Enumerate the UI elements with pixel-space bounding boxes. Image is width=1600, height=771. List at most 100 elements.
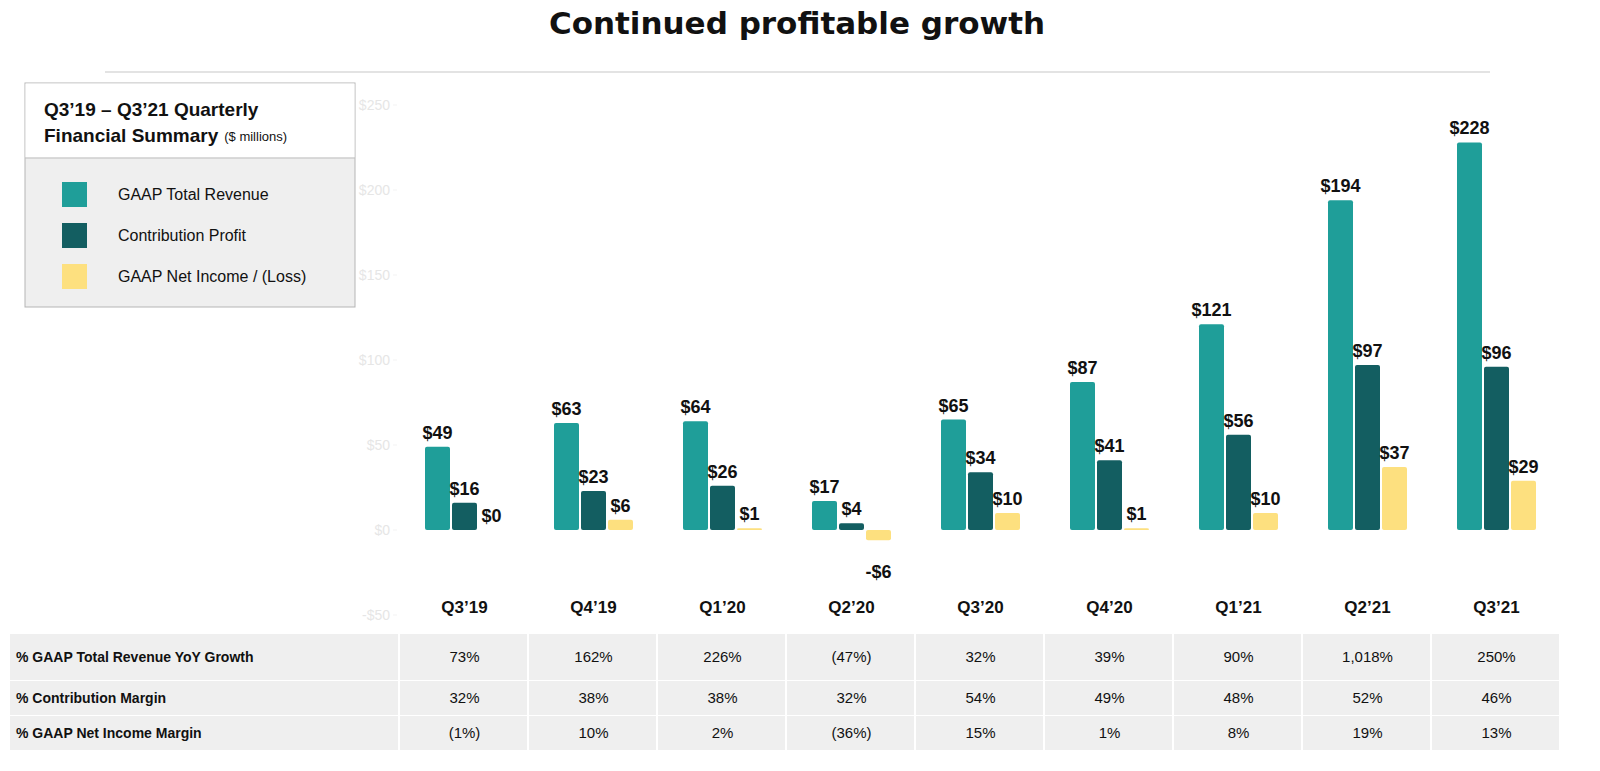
table-cell-bg [529,716,656,750]
table-cell: (36%) [831,724,871,741]
table: % GAAP Total Revenue YoY Growth73%162%22… [10,634,1559,750]
y-tick-label: $0 [374,522,390,538]
legend-box [25,83,355,307]
table-cell: 32% [965,648,995,665]
table-cell: 73% [449,648,479,665]
y-tick-label: $100 [359,352,390,368]
table-cell-bg [916,681,1043,715]
table-cell: 13% [1481,724,1511,741]
y-tick [393,445,397,446]
data-label: $87 [1067,358,1097,378]
data-label: $26 [707,462,737,482]
table-row-label: % GAAP Net Income Margin [16,725,202,741]
table-cell-bg [1174,634,1301,680]
bar [812,501,837,530]
table-cell-bg [10,681,398,715]
y-tick-label: $250 [359,97,390,113]
table-cell: 39% [1094,648,1124,665]
bar [866,530,891,540]
bar [1253,513,1278,530]
bar [710,486,735,530]
data-label: $194 [1320,176,1360,196]
table-cell: (1%) [449,724,481,741]
table-cell-bg [1045,634,1172,680]
bar [683,421,708,530]
table-cell-bg [1174,681,1301,715]
chart: Continued profitable growth-$50$0$50$100… [0,0,1600,771]
table-cell-bg [1303,634,1430,680]
data-label: -$6 [865,562,891,582]
table-cell: 32% [836,689,866,706]
y-tick [393,105,397,106]
table-cell-bg [1045,716,1172,750]
table-cell: (47%) [831,648,871,665]
data-label: $49 [422,423,452,443]
bar [425,447,450,530]
table-cell: 46% [1481,689,1511,706]
y-tick [393,615,397,616]
y-tick-label: -$50 [362,607,390,623]
table-cell-bg [916,634,1043,680]
data-label: $29 [1508,457,1538,477]
x-tick-label: Q1’20 [699,598,745,617]
bar [1355,365,1380,530]
data-label: $0 [481,506,501,526]
data-label: $34 [965,448,995,468]
bar [1511,481,1536,530]
table-cell-bg [400,634,527,680]
x-tick-label: Q4’19 [570,598,616,617]
table-cell-bg [1432,681,1559,715]
table-cell: 49% [1094,689,1124,706]
bar [839,523,864,530]
y-tick [393,360,397,361]
data-label: $41 [1094,436,1124,456]
table-cell-bg [658,681,785,715]
table-cell: 48% [1223,689,1253,706]
table-cell: 250% [1477,648,1515,665]
data-label: $17 [809,477,839,497]
table-cell-bg [1045,681,1172,715]
legend-label: GAAP Net Income / (Loss) [118,268,306,285]
bar [1199,324,1224,530]
table-cell-bg [400,716,527,750]
x-tick-label: Q3’21 [1473,598,1519,617]
table-cell-bg [787,716,914,750]
table-row-label: % GAAP Total Revenue YoY Growth [16,649,254,665]
y-tick-label: $200 [359,182,390,198]
table-cell: 2% [712,724,734,741]
table-cell: 15% [965,724,995,741]
title-rule [105,71,1490,73]
table-cell-bg [10,716,398,750]
data-label: $96 [1481,343,1511,363]
data-label: $63 [551,399,581,419]
bar [581,491,606,530]
data-label: $97 [1352,341,1382,361]
bar [737,528,762,530]
table-cell-bg [787,634,914,680]
table-cell: 8% [1228,724,1250,741]
table-cell-bg [916,716,1043,750]
bar [1382,467,1407,530]
data-label: $6 [610,496,630,516]
bar [608,520,633,530]
table-cell: 19% [1352,724,1382,741]
table-cell-bg [400,681,527,715]
bar [1070,382,1095,530]
bar [1124,528,1149,530]
data-label: $1 [739,504,759,524]
table-cell: 38% [707,689,737,706]
table-cell-bg [1432,634,1559,680]
x-tick-label: Q2’21 [1344,598,1390,617]
table-cell-bg [787,681,914,715]
table-cell: 1% [1099,724,1121,741]
legend-divider [25,158,355,159]
x-tick-label: Q1’21 [1215,598,1261,617]
data-label: $10 [992,489,1022,509]
legend-swatch [62,223,87,248]
data-label: $10 [1250,489,1280,509]
data-label: $228 [1449,118,1489,138]
table-cell-bg [10,634,398,680]
y-tick [393,275,397,276]
legend-label: GAAP Total Revenue [118,186,269,203]
table-cell-bg [658,634,785,680]
